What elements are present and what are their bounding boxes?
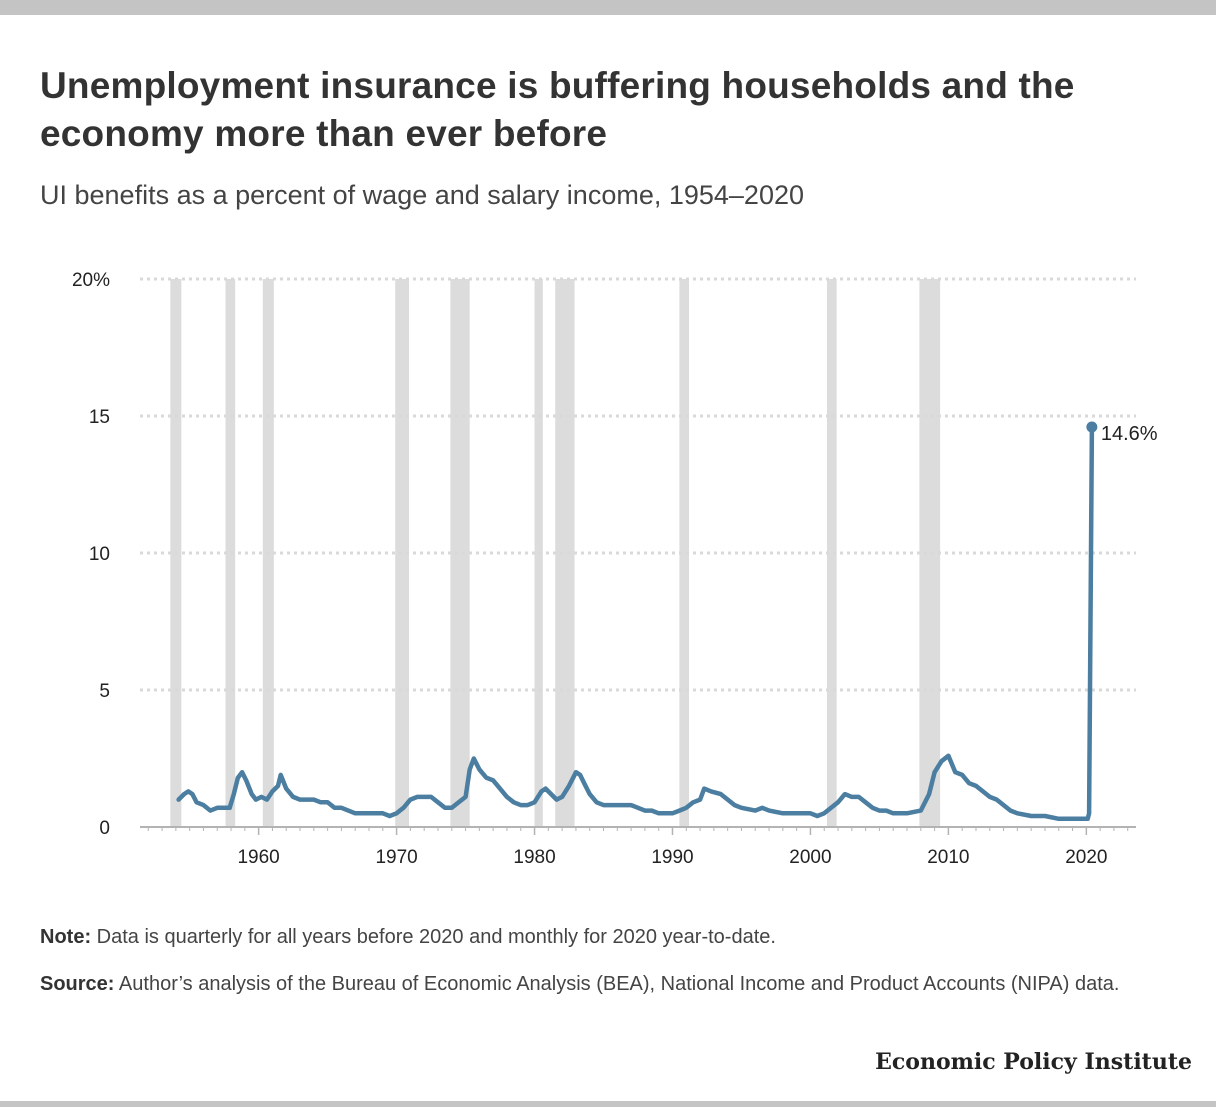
chart-title: Unemployment insurance is buffering hous… [40, 65, 1075, 154]
y-tick-label: 20% [72, 270, 110, 291]
x-axis: 1960 1970 1980 1990 2000 2010 2020 [147, 827, 1129, 868]
y-tick-label: 0 [99, 818, 110, 839]
x-tick-label: 1970 [375, 847, 417, 868]
x-tick-label: 2020 [1065, 847, 1107, 868]
chart-note: Note: Data is quarterly for all years be… [40, 926, 776, 949]
y-tick-label: 15 [89, 407, 110, 428]
series-line [176, 424, 1095, 822]
y-axis: 0 5 10 15 20% [72, 270, 110, 839]
recession-band [555, 279, 575, 827]
y-tick-label: 10 [89, 544, 110, 565]
x-tick-label: 2000 [789, 847, 831, 868]
recession-band [450, 279, 470, 827]
recession-band [395, 279, 410, 827]
recession-band [534, 279, 543, 827]
recession-band [826, 279, 837, 827]
source-text: Author’s analysis of the Bureau of Econo… [118, 973, 1120, 995]
recession-band [225, 279, 236, 827]
x-tick-label: 1980 [513, 847, 555, 868]
note-label: Note: [40, 926, 92, 948]
chart-source: Source: Author’s analysis of the Bureau … [40, 968, 1160, 1000]
x-tick-label: 1960 [237, 847, 279, 868]
chart-subtitle: UI benefits as a percent of wage and sal… [40, 180, 804, 210]
recession-band [679, 279, 690, 827]
recession-band [919, 279, 941, 827]
x-tick-label: 2010 [927, 847, 969, 868]
gridlines [140, 277, 1136, 828]
endpoint-label: 14.6% [1101, 423, 1158, 445]
bottom-border [0, 1101, 1216, 1107]
endpoint-marker [1086, 421, 1098, 433]
series: 14.6% [176, 421, 1158, 822]
y-tick-label: 5 [99, 681, 110, 702]
brand-logo-text: Economic Policy Institute [875, 1049, 1192, 1075]
top-border [0, 0, 1216, 15]
source-label: Source: [40, 973, 115, 995]
note-text: Data is quarterly for all years before 2… [96, 926, 776, 948]
x-tick-label: 1990 [651, 847, 693, 868]
